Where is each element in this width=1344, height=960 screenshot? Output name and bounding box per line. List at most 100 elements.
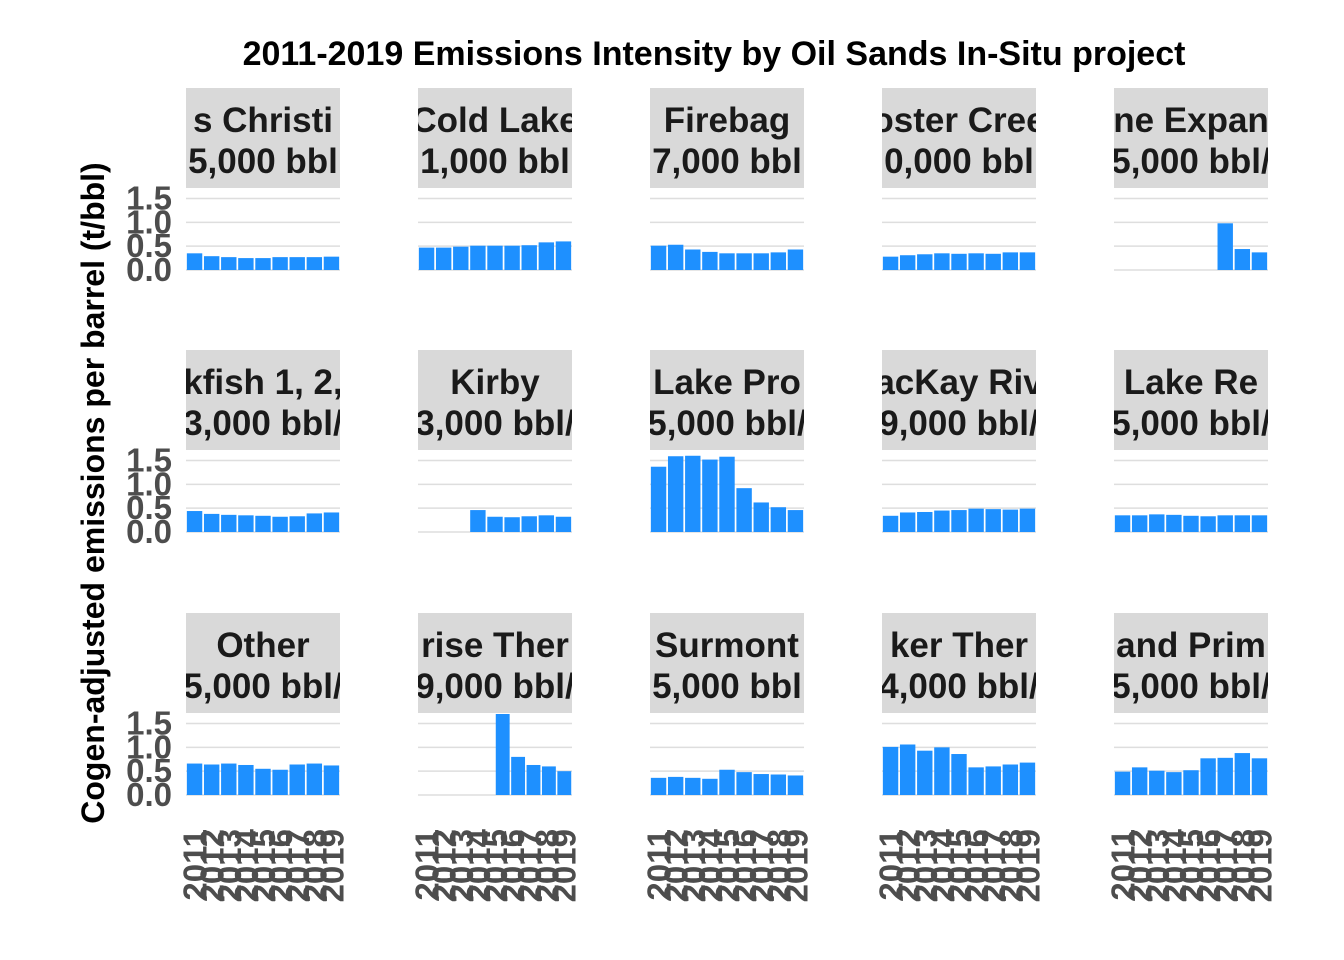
bar (557, 771, 572, 795)
facet-label-line2: 5,000 bbl/ (183, 667, 343, 706)
facet-panel: Lake Re5,000 bbl/ (1114, 350, 1268, 533)
y-tick-label: 0.0 (126, 251, 172, 288)
x-tick-label: 2011 (1105, 829, 1142, 901)
bar (203, 256, 220, 270)
bar (1166, 772, 1182, 795)
bar (1200, 758, 1216, 795)
x-tick-label: 2012 (1122, 829, 1159, 902)
facet-strip (650, 613, 804, 713)
bar (1251, 758, 1268, 795)
bar (1131, 515, 1148, 532)
facet-strip (418, 350, 572, 450)
bar (951, 253, 967, 270)
facet-label-line1: kfish 1, 2, (183, 363, 343, 402)
facet-label-line2: 5,000 bbl/ (1111, 142, 1271, 181)
bar (702, 459, 718, 532)
x-tick-label: 2017 (511, 829, 548, 902)
bar (418, 247, 435, 270)
bar (917, 511, 933, 532)
bar (667, 244, 684, 270)
bar (495, 714, 510, 795)
bar (1002, 252, 1019, 270)
bar (702, 251, 718, 270)
x-tick-label: 2015 (477, 829, 514, 902)
bar (521, 245, 537, 270)
x-tick-label: 2012 (890, 829, 927, 902)
bar (1019, 508, 1036, 532)
bar (203, 513, 220, 532)
bar (238, 258, 254, 270)
bar (1019, 252, 1036, 270)
bar (186, 763, 203, 795)
bar (685, 249, 701, 270)
x-tick-label: 2011 (409, 829, 446, 901)
bar (736, 488, 752, 532)
facet-label-line2: 7,000 bbl (652, 142, 802, 181)
facet-label-line2: 5,000 bbl (652, 667, 802, 706)
x-tick-label: 2011 (177, 829, 214, 901)
bar (968, 253, 984, 270)
facet-label-line1: Surmont (655, 626, 799, 665)
x-tick-label: 2011 (873, 829, 910, 901)
bar (221, 257, 237, 270)
x-tick-label: 2015 (245, 829, 282, 902)
facet-strip (418, 613, 572, 713)
bar (736, 772, 752, 795)
bar (1217, 515, 1233, 532)
bar (917, 254, 933, 270)
bar (667, 456, 684, 532)
facet-label-line1: rise Ther (421, 626, 569, 665)
x-tick-label: 2017 (743, 829, 780, 902)
facet-label-line2: 9,000 bbl/ (415, 667, 575, 706)
x-tick-label: 2014 (460, 828, 497, 902)
facet-strip (186, 88, 340, 188)
facet-label-line1: Cold Lake (411, 101, 578, 140)
facet-strip (1114, 613, 1268, 713)
bar (1183, 770, 1199, 795)
facet-strip (650, 350, 804, 450)
facet-label-line2: 3,000 bbl/ (183, 404, 343, 443)
x-tick-label: 2011 (641, 829, 678, 901)
bar (1149, 770, 1165, 795)
bar (487, 245, 503, 270)
x-tick-label: 2018 (296, 829, 333, 902)
bar (650, 777, 667, 795)
facet-label-line2: 5,000 bbl (188, 142, 338, 181)
x-tick-label: 2012 (426, 829, 463, 902)
y-tick-label: 1.0 (126, 465, 172, 502)
bar (541, 766, 556, 795)
x-tick-label: 2018 (528, 829, 565, 902)
bar (323, 256, 340, 270)
bar (306, 763, 323, 795)
bar (1114, 771, 1131, 795)
facet-label-line1: Other (216, 626, 310, 665)
bar (1251, 515, 1268, 532)
facet-label-line2: 9,000 bbl/ (879, 404, 1039, 443)
bar (470, 245, 486, 270)
x-tick-label: 2019 (777, 829, 814, 902)
y-tick-label: 1.0 (126, 728, 172, 765)
y-tick-label: 1.5 (126, 180, 172, 217)
x-tick-label: 2019 (313, 829, 350, 902)
bar (650, 466, 667, 532)
bar (667, 776, 684, 795)
y-axis-label: Cogen-adjusted emissions per barrel (t/b… (75, 162, 111, 823)
y-tick-label: 0.0 (126, 776, 172, 813)
bar (882, 515, 899, 532)
y-tick-label: 0.5 (126, 227, 172, 264)
facet-label-line1: Lake Re (1124, 363, 1258, 402)
bar (272, 516, 288, 532)
bar (538, 515, 555, 532)
x-tick-label: 2013 (675, 829, 712, 902)
bar (702, 778, 718, 795)
bar (238, 764, 254, 795)
x-tick-label: 2013 (211, 829, 248, 902)
bar (685, 777, 701, 795)
